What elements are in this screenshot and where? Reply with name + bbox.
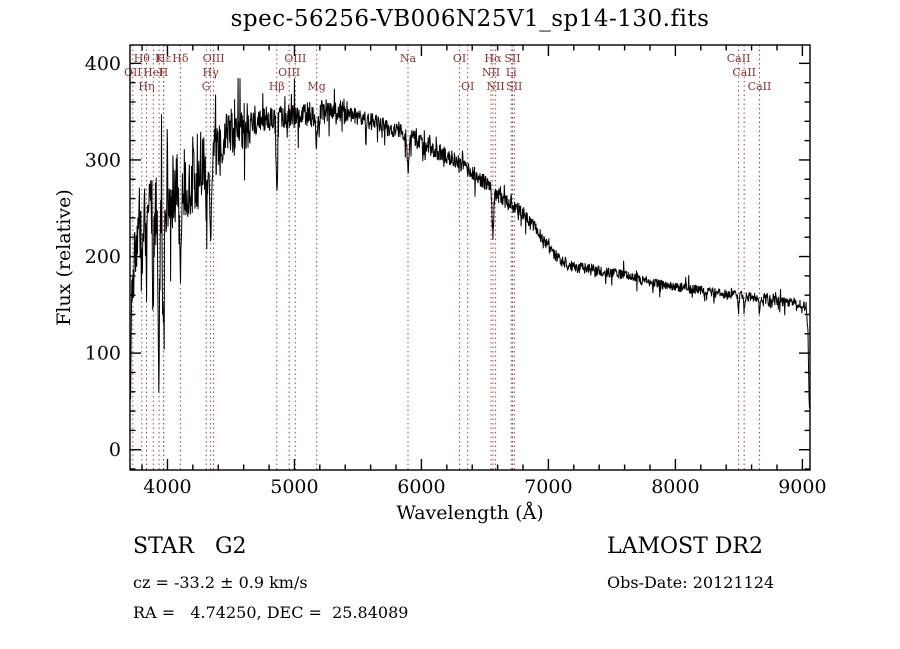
spectral-line-label: CaII	[732, 66, 756, 79]
cz-text: cz = -33.2 ± 0.9 km/s	[133, 573, 308, 592]
spectral-line-label: SII	[504, 52, 520, 65]
obs-date-text: Obs-Date: 20121124	[607, 573, 775, 592]
y-tick-label: 300	[85, 149, 121, 171]
plot-box	[129, 44, 811, 471]
spectral-line-label: OIII	[278, 66, 300, 79]
classification-text: STAR G2	[133, 534, 247, 559]
spectral-line-label: NII	[482, 66, 500, 79]
spectral-line-label: NII	[486, 80, 504, 93]
spectral-line-label: OIII	[203, 52, 225, 65]
spectral-line-label: Hη	[138, 80, 154, 93]
survey-text: LAMOST DR2	[607, 534, 763, 559]
spectral-line-label: Hθ	[134, 52, 151, 65]
spectral-line-label: OI	[453, 52, 466, 65]
chart-title: spec-56256-VB006N25V1_sp14-130.fits	[230, 6, 710, 32]
ra-dec-text: RA = 4.74250, DEC = 25.84089	[133, 603, 409, 622]
spectral-line-label: Hβ	[269, 80, 285, 93]
x-tick-label: 8000	[651, 476, 699, 498]
axes	[129, 44, 811, 471]
spectral-line-markers	[132, 45, 760, 470]
y-tick-label: 100	[85, 343, 121, 365]
spectral-line-label: Hδ	[172, 52, 189, 65]
y-tick-label: 0	[109, 439, 121, 461]
spectral-line-label: OIII	[284, 52, 306, 65]
spectral-line-label: Hα	[484, 52, 502, 65]
x-tick-label: 7000	[524, 476, 572, 498]
y-axis-label: Flux (relative)	[53, 189, 75, 326]
spectral-line-label: OII	[124, 66, 142, 79]
spectral-line-label: OI	[461, 80, 474, 93]
spectral-line-label: CaII	[727, 52, 751, 65]
spectral-line-label: Mg	[308, 80, 326, 93]
tick-labels: 4000 5000 6000 7000 8000 9000 0 100 200 300 400	[85, 53, 827, 498]
spectral-line-label: K	[155, 52, 164, 65]
x-tick-label: 9000	[778, 476, 826, 498]
y-tick-label: 200	[85, 246, 121, 268]
x-tick-label: 5000	[270, 476, 318, 498]
x-tick-label: 4000	[143, 476, 191, 498]
spectral-line-label: CaII	[748, 80, 772, 93]
x-tick-label: 6000	[397, 476, 445, 498]
spectral-line-label: Na	[400, 52, 417, 65]
spectral-line-label: Li	[506, 66, 517, 79]
spectral-line-label: Hγ	[203, 66, 220, 79]
spectral-line-label: SII	[506, 80, 522, 93]
spectral-line-label: Hε	[156, 52, 172, 65]
y-tick-label: 400	[85, 53, 121, 75]
spectral-line-label: H	[159, 66, 169, 79]
spectrum-trace	[129, 77, 810, 409]
x-axis-label: Wavelength (Å)	[396, 502, 543, 524]
spectral-line-label: HeI	[143, 66, 163, 79]
spectral-line-label: G	[202, 80, 211, 93]
